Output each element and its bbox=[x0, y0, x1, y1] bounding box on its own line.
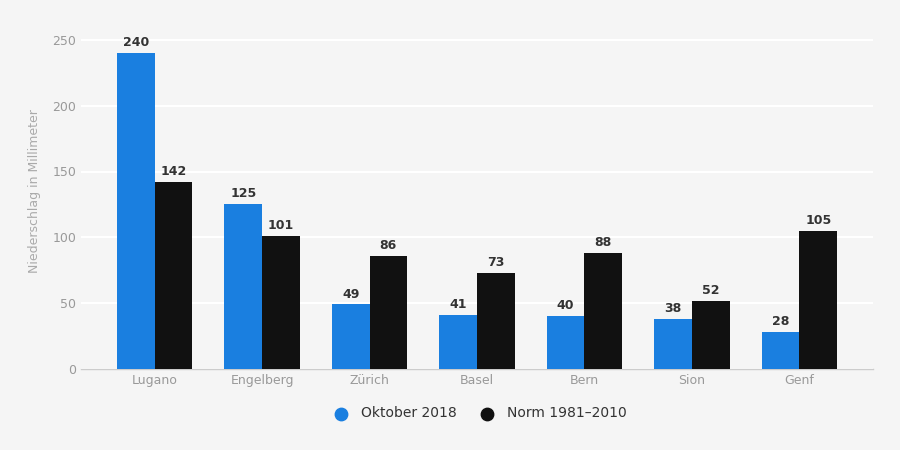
Bar bbox=[654, 319, 692, 369]
Text: 125: 125 bbox=[230, 188, 256, 200]
Text: 40: 40 bbox=[557, 299, 574, 312]
Bar bbox=[477, 273, 515, 369]
Bar bbox=[799, 231, 837, 369]
Bar bbox=[370, 256, 407, 369]
Bar bbox=[761, 332, 799, 369]
Text: 240: 240 bbox=[122, 36, 148, 49]
Bar bbox=[439, 315, 477, 369]
Y-axis label: Niederschlag in Millimeter: Niederschlag in Millimeter bbox=[28, 109, 41, 273]
Text: 142: 142 bbox=[160, 165, 186, 178]
Text: 101: 101 bbox=[268, 219, 294, 232]
Bar bbox=[117, 53, 155, 369]
Text: 88: 88 bbox=[595, 236, 612, 249]
Bar bbox=[692, 301, 730, 369]
Bar bbox=[547, 316, 584, 369]
Bar bbox=[332, 305, 370, 369]
Bar bbox=[224, 204, 262, 369]
Bar bbox=[155, 182, 193, 369]
Text: 52: 52 bbox=[702, 284, 719, 297]
Legend: Oktober 2018, Norm 1981–2010: Oktober 2018, Norm 1981–2010 bbox=[322, 401, 632, 426]
Text: 105: 105 bbox=[806, 214, 832, 227]
Text: 38: 38 bbox=[664, 302, 681, 315]
Text: 73: 73 bbox=[487, 256, 505, 269]
Text: 86: 86 bbox=[380, 239, 397, 252]
Bar bbox=[584, 253, 622, 369]
Text: 28: 28 bbox=[772, 315, 789, 328]
Bar bbox=[262, 236, 300, 369]
Text: 49: 49 bbox=[342, 288, 359, 301]
Text: 41: 41 bbox=[449, 298, 467, 311]
